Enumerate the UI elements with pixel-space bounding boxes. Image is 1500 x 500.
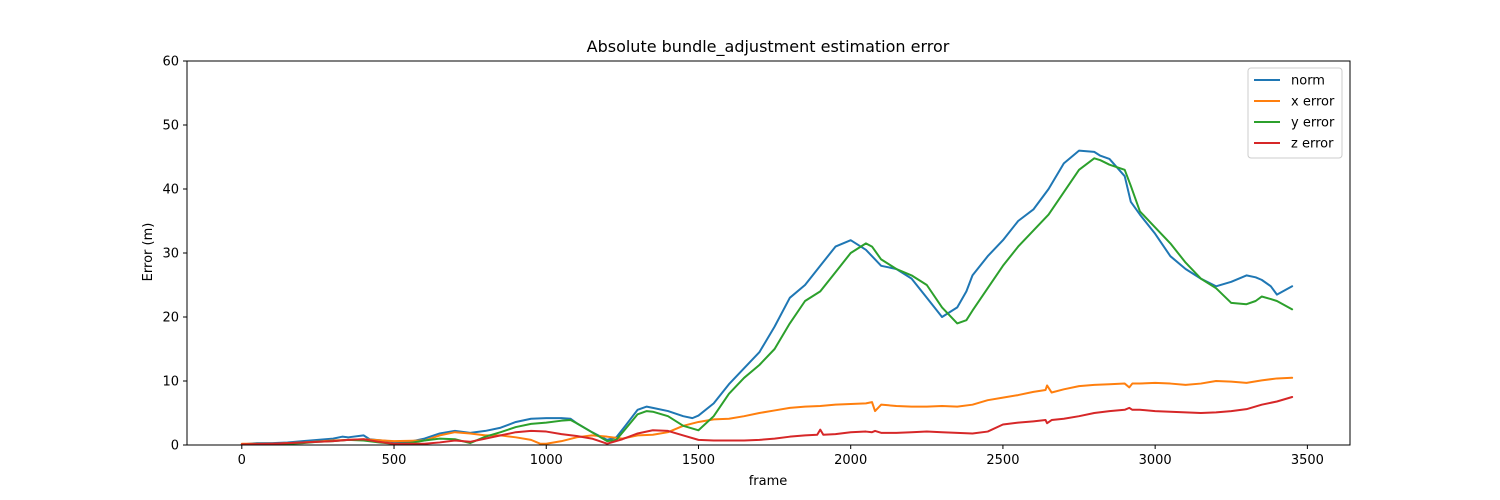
x-tick-label: 1500 (682, 453, 715, 468)
x-tick-label: 2500 (986, 453, 1019, 468)
x-tick-label: 2000 (834, 453, 867, 468)
y-axis: 0 10 20 30 40 50 60 (162, 55, 187, 454)
x-axis: 0 500 1000 1500 2000 2500 3000 3500 (238, 445, 1324, 468)
x-tick-label: 500 (382, 453, 407, 468)
legend-label-y-error: y error (1291, 116, 1335, 131)
series-line-z-error (240, 396, 1294, 445)
y-axis-label: Error (m) (141, 223, 156, 282)
y-tick-label: 20 (162, 311, 179, 326)
legend-label-x-error: x error (1291, 95, 1335, 110)
legend-box (1247, 67, 1343, 159)
legend: norm x error y error z error (1247, 67, 1343, 159)
plot-area (186, 60, 1351, 446)
x-tick-label: 3500 (1291, 453, 1324, 468)
legend-label-norm: norm (1291, 74, 1325, 89)
y-tick-label: 0 (171, 439, 179, 454)
series-line-x-error (240, 376, 1294, 445)
series-line-y-error (240, 157, 1294, 445)
series-line-norm (240, 149, 1294, 445)
y-tick-label: 30 (162, 247, 179, 262)
x-tick-label: 3000 (1139, 453, 1172, 468)
y-tick-label: 40 (162, 183, 179, 198)
x-axis-label: frame (749, 474, 788, 489)
plot-frame (186, 60, 1351, 446)
x-tick-label: 0 (238, 453, 246, 468)
y-tick-label: 60 (162, 55, 179, 70)
y-tick-label: 50 (162, 119, 179, 134)
legend-label-z-error: z error (1291, 137, 1334, 152)
chart-title: Absolute bundle_adjustment estimation er… (587, 37, 950, 57)
y-tick-label: 10 (162, 375, 179, 390)
x-tick-label: 1000 (530, 453, 563, 468)
